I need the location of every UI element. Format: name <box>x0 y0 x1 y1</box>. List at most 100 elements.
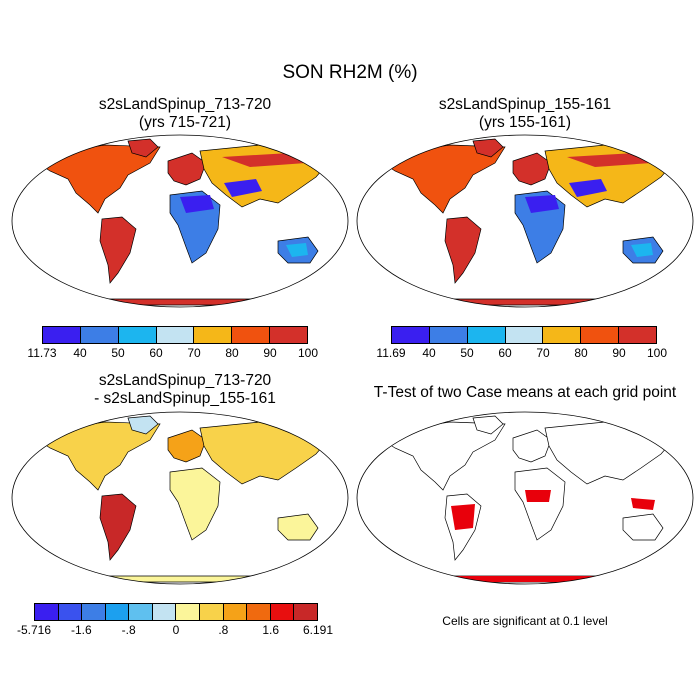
climate-region <box>286 243 308 257</box>
colorbar-swatch <box>80 327 119 343</box>
colorbar-swatch <box>223 604 248 620</box>
panel-1-title: s2sLandSpinup_713-720 (yrs 715-721) <box>20 96 350 132</box>
colorbar-swatch <box>247 604 271 620</box>
continent-australia <box>277 513 319 541</box>
climate-region <box>567 153 651 167</box>
continent-antarctica <box>413 298 637 306</box>
colorbar-swatch <box>176 604 201 620</box>
colorbar-difference <box>34 603 318 621</box>
colorbar-tick-label: -.8 <box>121 623 136 637</box>
map-outline <box>11 411 349 585</box>
climate-region <box>525 195 559 213</box>
map-ttest <box>356 411 694 585</box>
continent-greenland <box>127 138 159 158</box>
colorbar-swatch <box>58 604 83 620</box>
significant-region <box>417 576 633 582</box>
colorbar-swatch <box>270 327 308 343</box>
panel-2-title-line1: s2sLandSpinup_155-161 <box>438 96 612 113</box>
continent-europe <box>512 429 552 463</box>
colorbar-tick-label: 50 <box>460 346 474 360</box>
colorbar-swatch <box>270 604 295 620</box>
continent-asia <box>544 144 676 208</box>
panel-1-title-line1: s2sLandSpinup_713-720 <box>98 96 272 113</box>
colorbar-tick-label: 0 <box>172 623 180 637</box>
panel-1-title-line2: (yrs 715-721) <box>138 114 232 131</box>
colorbar-swatch <box>105 604 130 620</box>
climate-region <box>180 195 214 213</box>
continent-europe <box>512 152 552 186</box>
panel-4-title: T-Test of two Case means at each grid po… <box>373 384 677 401</box>
colorbar-tick-label: 70 <box>536 346 550 360</box>
continent-europe <box>167 429 207 463</box>
colorbar-difference-labels: -5.716 -1.6 -.8 0 .8 1.6 6.191 <box>17 623 333 639</box>
climate-region <box>222 153 306 167</box>
panel-2-title: s2sLandSpinup_155-161 (yrs 155-161) <box>355 96 695 132</box>
continent-antarctica <box>68 298 292 306</box>
colorbar-swatch <box>505 327 544 343</box>
figure-title: SON RH2M (%) <box>282 62 418 83</box>
climate-region <box>631 243 653 257</box>
continent-asia <box>199 144 331 208</box>
continent-north-america <box>382 144 506 214</box>
continent-asia <box>199 421 331 485</box>
colorbar-tick-label: 100 <box>646 346 668 360</box>
continent-north-america <box>37 144 161 214</box>
map-case1 <box>11 134 349 308</box>
colorbar-tick-label: 40 <box>422 346 436 360</box>
panel-3-title-line1: s2sLandSpinup_713-720 <box>98 372 272 389</box>
panel-3-title: s2sLandSpinup_713-720 - s2sLandSpinup_15… <box>20 372 350 408</box>
colorbar-tick-label: 11.73 <box>27 346 57 360</box>
colorbar-case1-labels: 11.73 40 50 60 70 80 90 100 <box>27 346 318 362</box>
significant-region <box>631 498 655 510</box>
colorbar-tick-label: 50 <box>111 346 125 360</box>
map-case2 <box>356 134 694 308</box>
continent-greenland <box>127 415 159 435</box>
continent-asia <box>544 421 676 485</box>
significant-region <box>451 504 475 530</box>
colorbar-tick-label: -1.6 <box>70 623 92 637</box>
colorbar-swatch <box>129 604 153 620</box>
map-outline <box>11 134 349 308</box>
continent-south-america <box>444 216 482 284</box>
colorbar-swatch <box>543 327 582 343</box>
colorbar-tick-label: 60 <box>498 346 512 360</box>
colorbar-case2 <box>391 326 657 344</box>
colorbar-swatch <box>232 327 271 343</box>
panel-3-title-line2: - s2sLandSpinup_155-161 <box>94 390 276 407</box>
colorbar-tick-label: 90 <box>612 346 626 360</box>
map-outline <box>356 134 694 308</box>
colorbar-swatch <box>294 604 317 620</box>
colorbar-swatch <box>82 604 106 620</box>
colorbar-swatch <box>619 327 657 343</box>
colorbar-tick-label: 11.69 <box>376 346 406 360</box>
continent-greenland <box>472 138 504 158</box>
map-difference <box>11 411 349 585</box>
continent-greenland <box>472 415 504 435</box>
colorbar-tick-label: 70 <box>187 346 201 360</box>
colorbar-swatch <box>43 327 81 343</box>
colorbar-tick-label: 80 <box>225 346 239 360</box>
colorbar-case1 <box>42 326 308 344</box>
colorbar-swatch <box>194 327 233 343</box>
panel-2-title-line2: (yrs 155-161) <box>478 114 572 131</box>
climate-region <box>224 179 262 197</box>
continent-antarctica <box>68 575 292 583</box>
colorbar-tick-label: 80 <box>574 346 588 360</box>
colorbar-tick-label: 90 <box>263 346 277 360</box>
continent-south-america <box>99 493 137 561</box>
continent-south-america <box>99 216 137 284</box>
continent-australia <box>622 513 664 541</box>
colorbar-tick-label: 1.6 <box>262 623 279 637</box>
colorbar-swatch <box>429 327 468 343</box>
colorbar-tick-label: 6.191 <box>302 623 334 637</box>
colorbar-swatch <box>200 604 224 620</box>
map-outline <box>356 411 694 585</box>
colorbar-swatch <box>467 327 506 343</box>
colorbar-swatch <box>35 604 59 620</box>
continent-africa <box>169 467 221 541</box>
colorbar-swatch <box>581 327 620 343</box>
colorbar-tick-label: 40 <box>73 346 87 360</box>
continent-africa <box>514 467 566 541</box>
climate-region <box>569 179 607 197</box>
colorbar-tick-label: .8 <box>218 623 229 637</box>
